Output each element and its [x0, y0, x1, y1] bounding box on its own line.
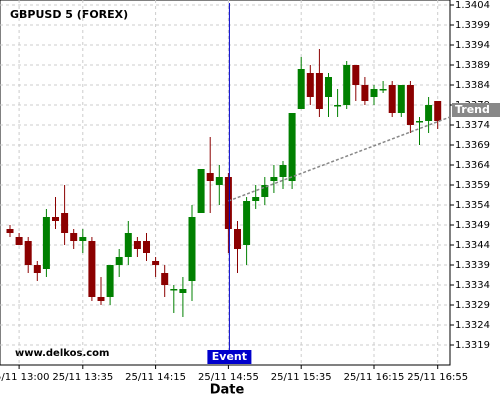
y-tick-label: 1.3389 — [455, 60, 490, 71]
candle-body — [325, 77, 332, 97]
y-tick-label: 1.3344 — [455, 240, 490, 251]
candle-body — [79, 237, 87, 241]
candle-body — [425, 105, 433, 121]
candle-body — [397, 85, 405, 113]
candle-body — [42, 217, 50, 269]
y-tick-label: 1.3339 — [455, 260, 490, 271]
candle-body — [70, 233, 78, 241]
y-tick-label: 1.3364 — [455, 160, 490, 171]
candle-body — [97, 297, 105, 301]
candle-body — [343, 65, 351, 105]
candle-body — [133, 241, 141, 249]
candle-body — [88, 241, 96, 297]
plot-frame — [0, 0, 451, 366]
candle-body — [33, 265, 41, 273]
y-tick-label: 1.3394 — [455, 40, 490, 51]
candle-body — [124, 233, 132, 257]
event-label-box — [207, 350, 252, 364]
x-tick-label: 25/11 15:35 — [271, 372, 332, 383]
candle-body — [61, 213, 69, 233]
candle-body — [115, 257, 123, 265]
candle-body — [143, 241, 150, 253]
trend-label: Trend — [455, 103, 490, 116]
y-tick-label: 1.3329 — [455, 300, 490, 311]
candle-body — [106, 265, 114, 297]
candle-body — [297, 69, 305, 109]
candle-body — [243, 201, 251, 245]
candle-body — [24, 241, 32, 265]
y-tick-label: 1.3374 — [455, 120, 490, 131]
watermark: www.delkos.com — [15, 348, 109, 359]
candle-body — [152, 261, 160, 265]
candle-body — [315, 73, 323, 109]
candle-body — [252, 197, 260, 201]
x-tick-label: 25/11 14:15 — [125, 372, 186, 383]
candle-body — [279, 165, 287, 177]
y-tick-label: 1.3354 — [455, 200, 490, 211]
y-tick-label: 1.3359 — [455, 180, 490, 191]
candle-body — [270, 177, 278, 181]
candle-body — [388, 85, 396, 113]
candle-body — [361, 85, 369, 101]
candle-body — [15, 237, 23, 245]
x-tick-label: 25/11 16:15 — [344, 372, 405, 383]
candle-body — [406, 85, 414, 125]
candle-body — [352, 65, 360, 85]
candle-body — [215, 177, 223, 185]
candle-body — [306, 73, 314, 97]
candle-body — [52, 217, 59, 221]
y-tick-label: 1.3324 — [455, 320, 490, 331]
candle-body — [334, 105, 342, 107]
y-tick-label: 1.3404 — [455, 0, 490, 11]
candle-body — [370, 89, 378, 97]
event-label: Event — [212, 350, 247, 363]
candle-body — [188, 217, 196, 281]
candle-body — [6, 229, 14, 233]
candle-body — [206, 173, 214, 181]
candle-body — [170, 289, 178, 291]
candle-body — [288, 113, 296, 181]
y-tick-label: 1.3399 — [455, 20, 490, 31]
x-axis-title: Date — [210, 383, 245, 398]
candle-body — [179, 289, 187, 293]
y-tick-label: 1.3319 — [455, 340, 490, 351]
candle-body — [379, 89, 387, 91]
candle-body — [261, 185, 269, 197]
y-tick-label: 1.3384 — [455, 80, 490, 91]
x-tick-label: 25/11 16:55 — [407, 372, 468, 383]
x-tick-label: 25/11 14:55 — [198, 372, 259, 383]
candle-body — [197, 169, 205, 213]
x-tick-label: 25/11 13:35 — [52, 372, 113, 383]
chart-title: GBPUSD 5 (FOREX) — [10, 8, 128, 21]
candle-body — [234, 229, 241, 249]
candle-body — [224, 177, 232, 229]
candle-body — [434, 101, 442, 121]
y-tick-label: 1.3334 — [455, 280, 490, 291]
trend-label-box — [452, 103, 500, 117]
candle-body — [161, 273, 169, 285]
trend-line — [228, 116, 451, 202]
candle-body — [416, 121, 423, 123]
y-tick-label: 1.3369 — [455, 140, 490, 151]
y-tick-label: 1.3349 — [455, 220, 490, 231]
x-tick-label: 25/11 13:00 — [0, 372, 50, 383]
